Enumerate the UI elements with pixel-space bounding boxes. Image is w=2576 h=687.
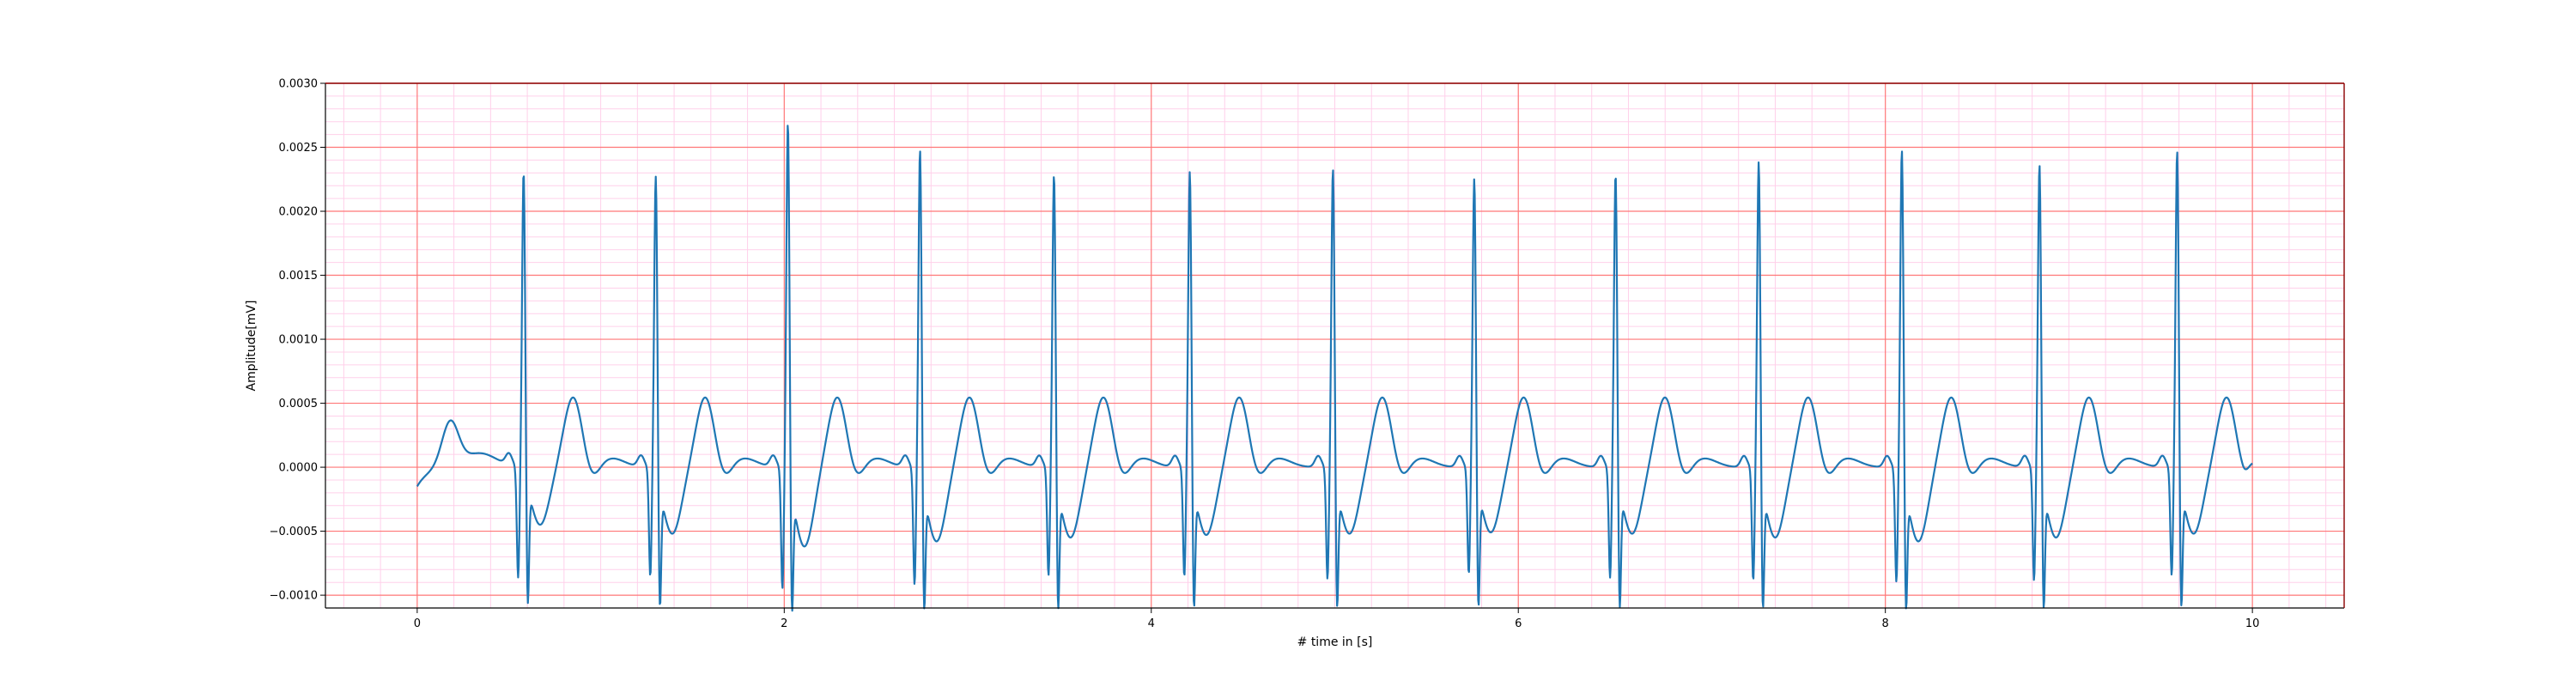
y-tick-label: 0.0005	[279, 398, 319, 410]
x-tick-label: 10	[2245, 617, 2260, 630]
series-layer	[416, 125, 2253, 612]
x-tick-label: 4	[1148, 617, 1155, 630]
ecg-series-line	[416, 125, 2253, 612]
y-tick-label: −0.0005	[270, 526, 318, 538]
x-axis-label: # time in [s]	[1297, 635, 1373, 649]
y-tick-label: 0.0025	[279, 142, 319, 155]
x-tick-label: 8	[1882, 617, 1889, 630]
y-tick-label: −0.0010	[270, 590, 318, 603]
y-tick-label: 0.0010	[279, 334, 319, 347]
y-tick-label: 0.0020	[279, 206, 319, 219]
axes-spines	[325, 82, 2345, 609]
x-tick-label: 2	[781, 617, 787, 630]
minor-grid	[325, 83, 2344, 609]
y-tick-label: 0.0030	[279, 78, 319, 91]
y-axis-label: Amplitude[mV]	[245, 301, 258, 392]
y-tick-label: 0.0015	[279, 270, 319, 283]
y-tick-label: 0.0000	[279, 462, 319, 475]
axis-ticks: 0 2 4 6 8 10 −0.0010 −0.0005 0.0000 0.0005 0.0010 0…	[270, 78, 2260, 631]
x-tick-label: 0	[414, 617, 421, 630]
x-tick-label: 6	[1515, 617, 1522, 630]
